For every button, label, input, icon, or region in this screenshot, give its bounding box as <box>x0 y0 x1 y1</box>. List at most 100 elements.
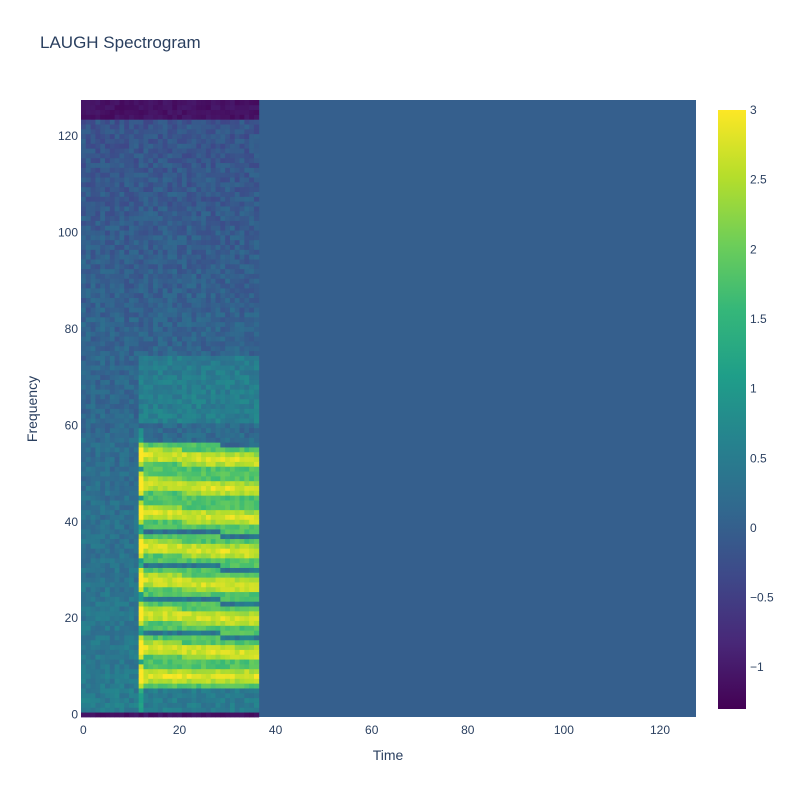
heatmap-cell <box>210 109 216 115</box>
heatmap-cell <box>239 504 245 511</box>
heatmap-cell <box>162 138 168 144</box>
heatmap-cell <box>124 533 130 540</box>
heatmap-cell <box>114 206 120 212</box>
heatmap-cell <box>143 562 149 568</box>
heatmap-cell <box>153 153 159 159</box>
heatmap-cell <box>191 437 197 443</box>
heatmap-cell <box>177 533 183 540</box>
heatmap-cell <box>181 659 188 665</box>
heatmap-cell <box>109 427 116 433</box>
heatmap-cell <box>191 495 197 501</box>
heatmap-cell <box>148 456 154 462</box>
heatmap-cell <box>124 206 130 212</box>
heatmap-cell <box>220 673 226 679</box>
heatmap-cell <box>239 524 245 530</box>
heatmap-cell <box>129 437 135 443</box>
heatmap-cell <box>186 524 192 530</box>
heatmap-cell <box>172 630 178 636</box>
heatmap-cell <box>181 471 188 477</box>
heatmap-cell <box>95 630 101 636</box>
heatmap-cell <box>196 345 202 352</box>
heatmap-cell <box>157 422 164 429</box>
heatmap-cell <box>114 302 120 308</box>
heatmap-cell <box>129 143 135 149</box>
heatmap-cell <box>225 345 231 352</box>
heatmap-cell <box>90 688 96 694</box>
heatmap-cell <box>244 355 250 361</box>
heatmap-cell <box>234 138 240 144</box>
heatmap-cell <box>172 533 178 540</box>
heatmap-cell <box>215 683 221 689</box>
heatmap-cell <box>138 403 144 409</box>
heatmap-cell <box>253 712 260 718</box>
heatmap-cell <box>157 336 164 342</box>
heatmap-cell <box>157 162 164 168</box>
heatmap-cell <box>253 500 260 506</box>
heatmap-cell <box>153 557 159 564</box>
heatmap-cell <box>177 133 183 139</box>
heatmap-cell <box>153 133 159 139</box>
heatmap-cell <box>105 596 111 602</box>
heatmap-cell <box>229 596 236 602</box>
heatmap-cell <box>85 302 91 308</box>
heatmap-cell <box>225 692 231 699</box>
heatmap-cell <box>249 259 255 265</box>
heatmap-cell <box>100 268 106 274</box>
heatmap-cell <box>210 697 216 703</box>
heatmap-cell <box>191 210 197 217</box>
heatmap-cell <box>162 162 168 168</box>
heatmap-cell <box>148 504 154 511</box>
heatmap-cell <box>109 524 116 530</box>
heatmap-cell <box>186 119 192 125</box>
heatmap-cell <box>249 365 255 371</box>
heatmap-cell <box>133 712 140 718</box>
heatmap-cell <box>119 230 125 236</box>
heatmap-cell <box>186 133 192 139</box>
heatmap-cell <box>138 283 144 289</box>
heatmap-cell <box>153 529 159 535</box>
heatmap-cell <box>109 702 116 708</box>
heatmap-cell <box>177 596 183 602</box>
heatmap-cell <box>234 442 240 448</box>
heatmap-cell <box>100 712 106 718</box>
heatmap-cell <box>196 341 202 347</box>
heatmap-cell <box>225 533 231 540</box>
heatmap-cell <box>85 442 91 448</box>
heatmap-cell <box>229 480 236 487</box>
heatmap-cell <box>129 191 135 197</box>
heatmap-cell <box>81 461 87 467</box>
heatmap-cell <box>148 345 154 352</box>
heatmap-cell <box>225 553 231 559</box>
heatmap-cell <box>114 582 120 588</box>
heatmap-cell <box>109 119 116 125</box>
heatmap-cell <box>129 292 135 299</box>
heatmap-cell <box>157 307 164 313</box>
heatmap-cell <box>186 504 192 511</box>
heatmap-cell <box>124 225 130 231</box>
heatmap-cell <box>119 225 125 231</box>
heatmap-cell <box>186 639 192 646</box>
heatmap-cell <box>196 379 202 385</box>
heatmap-cell <box>124 485 130 491</box>
heatmap-cell <box>105 307 111 313</box>
heatmap-cell <box>119 206 125 212</box>
heatmap-cell <box>105 538 111 544</box>
heatmap-cell <box>90 379 96 385</box>
heatmap-cell <box>109 181 116 188</box>
heatmap-cell <box>148 630 154 636</box>
heatmap-cell <box>253 504 260 511</box>
heatmap-cell <box>95 302 101 308</box>
heatmap-cell <box>114 504 120 511</box>
heatmap-cell <box>81 124 87 130</box>
heatmap-cell <box>253 533 260 540</box>
heatmap-cell <box>100 442 106 448</box>
heatmap-cell <box>181 495 188 501</box>
heatmap-cell <box>186 509 192 515</box>
heatmap-cell <box>205 427 212 433</box>
heatmap-cell <box>205 249 212 255</box>
heatmap-cell <box>249 586 255 593</box>
heatmap-cell <box>177 418 183 424</box>
heatmap-cell <box>249 514 255 520</box>
heatmap-cell <box>239 230 245 236</box>
heatmap-cell <box>210 153 216 159</box>
